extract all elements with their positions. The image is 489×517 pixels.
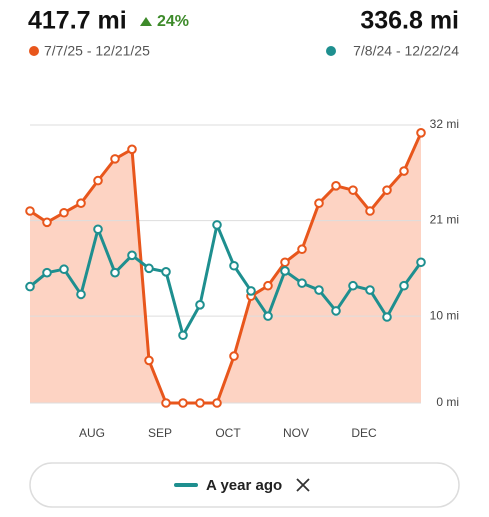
point [314,285,324,295]
point [399,280,409,291]
legend-dot [29,46,39,56]
point [59,207,69,218]
point [144,263,154,274]
y-tick-label: 0 mi [436,395,459,409]
point [348,185,358,195]
point [348,280,358,291]
point [42,267,52,278]
x-tick-label: DEC [351,426,377,440]
point [382,312,392,322]
x-tick-label: AUG [79,426,105,440]
toggle-label: A year ago [206,477,282,494]
point [110,267,120,278]
y-tick-label: 21 mi [430,213,459,227]
point [331,181,341,191]
point [76,289,86,300]
point [42,217,52,228]
point [144,355,154,366]
point [127,144,137,155]
y-tick-label: 10 mi [430,308,459,322]
legend-previous: 7/8/24 - 12/22/24 [353,43,459,59]
point [399,166,409,176]
point [382,185,392,195]
point [127,250,137,261]
point [212,220,222,230]
point [314,198,324,208]
point [229,351,239,361]
point [161,267,171,277]
close-icon[interactable] [296,478,310,492]
point [263,311,273,321]
point [93,175,103,186]
point [416,257,426,268]
point [161,398,171,408]
point [212,398,222,408]
point [280,266,290,276]
toggle-button[interactable] [29,462,460,508]
x-tick-label: SEP [148,426,172,440]
legend-current: 7/7/25 - 12/21/25 [44,43,150,59]
x-tick-label: OCT [215,426,241,440]
point [416,128,426,138]
legend-dot [326,46,336,56]
point [229,260,239,271]
point [280,257,290,268]
point [76,198,86,208]
previous-total: 336.8 mi [360,7,459,35]
x-tick-label: NOV [283,426,309,440]
point [365,285,375,295]
point [263,280,273,291]
point [25,206,35,216]
change: 24% [157,13,189,30]
point [178,398,188,408]
point [178,330,188,341]
y-tick-label: 32 mi [430,117,459,131]
point [331,306,341,316]
point [59,264,69,275]
point [93,224,103,235]
point [25,281,35,292]
point [195,300,205,310]
current-total: 417.7 mi [28,7,127,35]
point [297,244,307,255]
point [110,154,120,164]
point [297,278,307,288]
point [246,286,256,296]
up-arrow [140,17,152,26]
plot: 0 mi 10 mi 21 mi 32 mi AUG SEP OCT NOV DEC [25,117,459,440]
point [365,206,375,216]
point [195,398,205,408]
